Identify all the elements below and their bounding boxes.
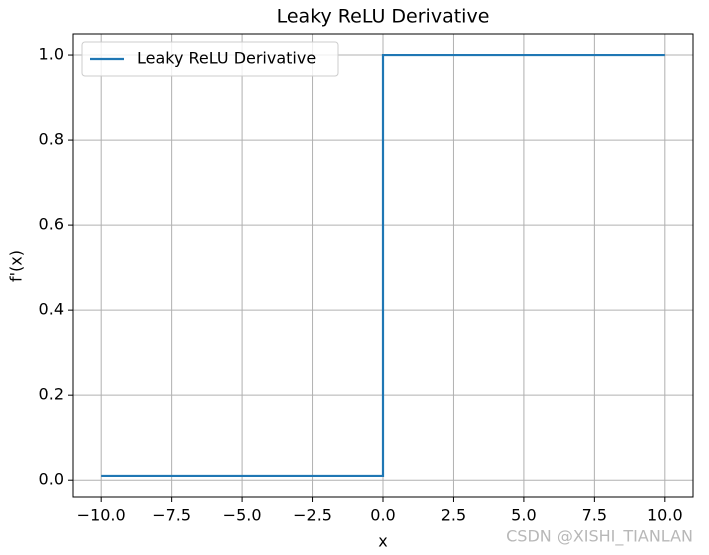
chart-title: Leaky ReLU Derivative xyxy=(277,6,490,28)
y-tick-label: 0.6 xyxy=(39,215,64,234)
watermark: CSDN @XISHI_TIANLAN xyxy=(506,527,693,547)
x-tick-label: 0.0 xyxy=(370,506,395,525)
x-tick-label: 5.0 xyxy=(511,506,536,525)
y-tick-label: 1.0 xyxy=(39,45,64,64)
x-tick-label: −2.5 xyxy=(293,506,332,525)
plot-frame xyxy=(72,33,694,498)
legend-label: Leaky ReLU Derivative xyxy=(137,49,316,68)
x-axis-label: x xyxy=(378,532,387,551)
y-tick-label: 0.2 xyxy=(39,385,64,404)
x-tick-label: −10.0 xyxy=(77,506,126,525)
y-tick-label: 0.8 xyxy=(39,130,64,149)
y-axis-label: f'(x) xyxy=(7,250,26,282)
y-tick-label: 0.0 xyxy=(39,470,64,489)
legend-box xyxy=(81,41,339,77)
x-tick-label: −5.0 xyxy=(223,506,262,525)
x-tick-label: 2.5 xyxy=(441,506,466,525)
x-tick-label: −7.5 xyxy=(152,506,191,525)
x-tick-label: 7.5 xyxy=(582,506,607,525)
line xyxy=(101,53,665,478)
y-tick-label: 0.4 xyxy=(39,300,64,319)
x-tick-label: 10.0 xyxy=(647,506,683,525)
